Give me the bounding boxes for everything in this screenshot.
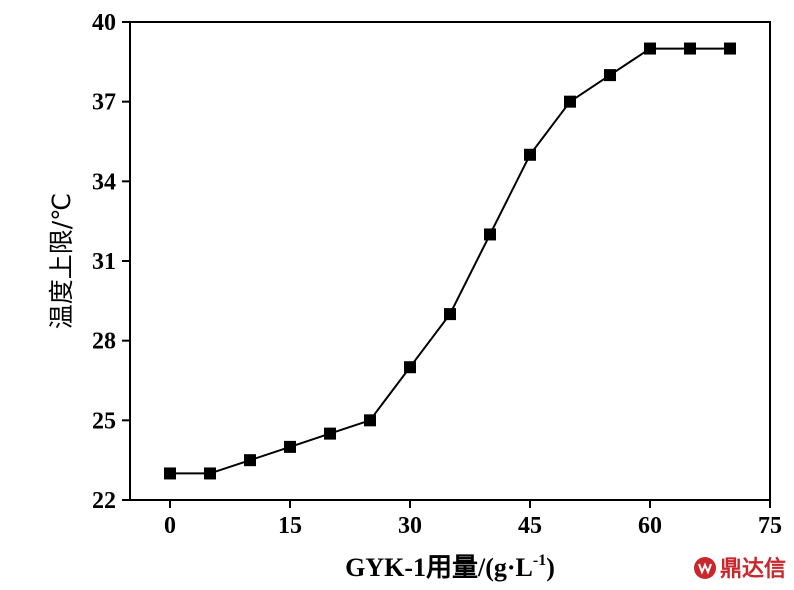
- y-tick-label: 28: [92, 329, 116, 355]
- x-axis-title-main: GYK-1用量/(g·L: [345, 553, 533, 582]
- data-point-marker: [444, 308, 456, 321]
- y-tick-label: 22: [92, 488, 116, 514]
- x-tick-label: 15: [278, 513, 302, 539]
- y-tick-label: 34: [92, 169, 116, 195]
- x-tick-label: 30: [398, 513, 422, 539]
- watermark-logo-icon: [694, 557, 716, 579]
- data-point-marker: [564, 95, 576, 108]
- x-axis-title-sup: -1: [533, 552, 546, 569]
- data-point-marker: [284, 440, 296, 453]
- x-tick-label: 60: [638, 513, 662, 539]
- y-tick-label: 37: [92, 90, 116, 116]
- data-point-marker: [604, 69, 616, 82]
- y-tick-label: 40: [92, 10, 116, 36]
- x-tick-label: 75: [758, 513, 782, 539]
- data-point-marker: [404, 361, 416, 374]
- data-point-marker: [644, 42, 656, 55]
- series-layer: [164, 42, 736, 480]
- y-axis-ticks: 22 25 28 31 34 37 40: [92, 10, 130, 514]
- data-point-marker: [244, 454, 256, 467]
- watermark-logo-mark: [698, 562, 712, 575]
- x-tick-label: 0: [164, 513, 176, 539]
- data-point-marker: [484, 228, 496, 241]
- x-axis-ticks: 0 15 30 45 60 75: [164, 500, 782, 539]
- data-point-marker: [724, 42, 736, 55]
- data-point-marker: [684, 42, 696, 55]
- data-point-marker: [204, 467, 216, 480]
- data-point-marker: [324, 427, 336, 440]
- watermark: 鼎达信: [694, 556, 786, 582]
- data-point-marker: [524, 148, 536, 161]
- watermark-text: 鼎达信: [720, 556, 786, 582]
- y-tick-label: 25: [92, 408, 116, 434]
- x-axis-title-close: ): [546, 553, 555, 582]
- x-axis-title: GYK-1用量/(g·L-1): [345, 552, 555, 582]
- series-line: [170, 47, 730, 475]
- data-point-marker: [164, 467, 176, 480]
- y-tick-label: 31: [92, 249, 116, 275]
- plot-frame: [129, 21, 771, 501]
- data-point-marker: [364, 414, 376, 427]
- x-tick-label: 45: [518, 513, 542, 539]
- y-axis-title: 温度上限/℃: [47, 193, 76, 330]
